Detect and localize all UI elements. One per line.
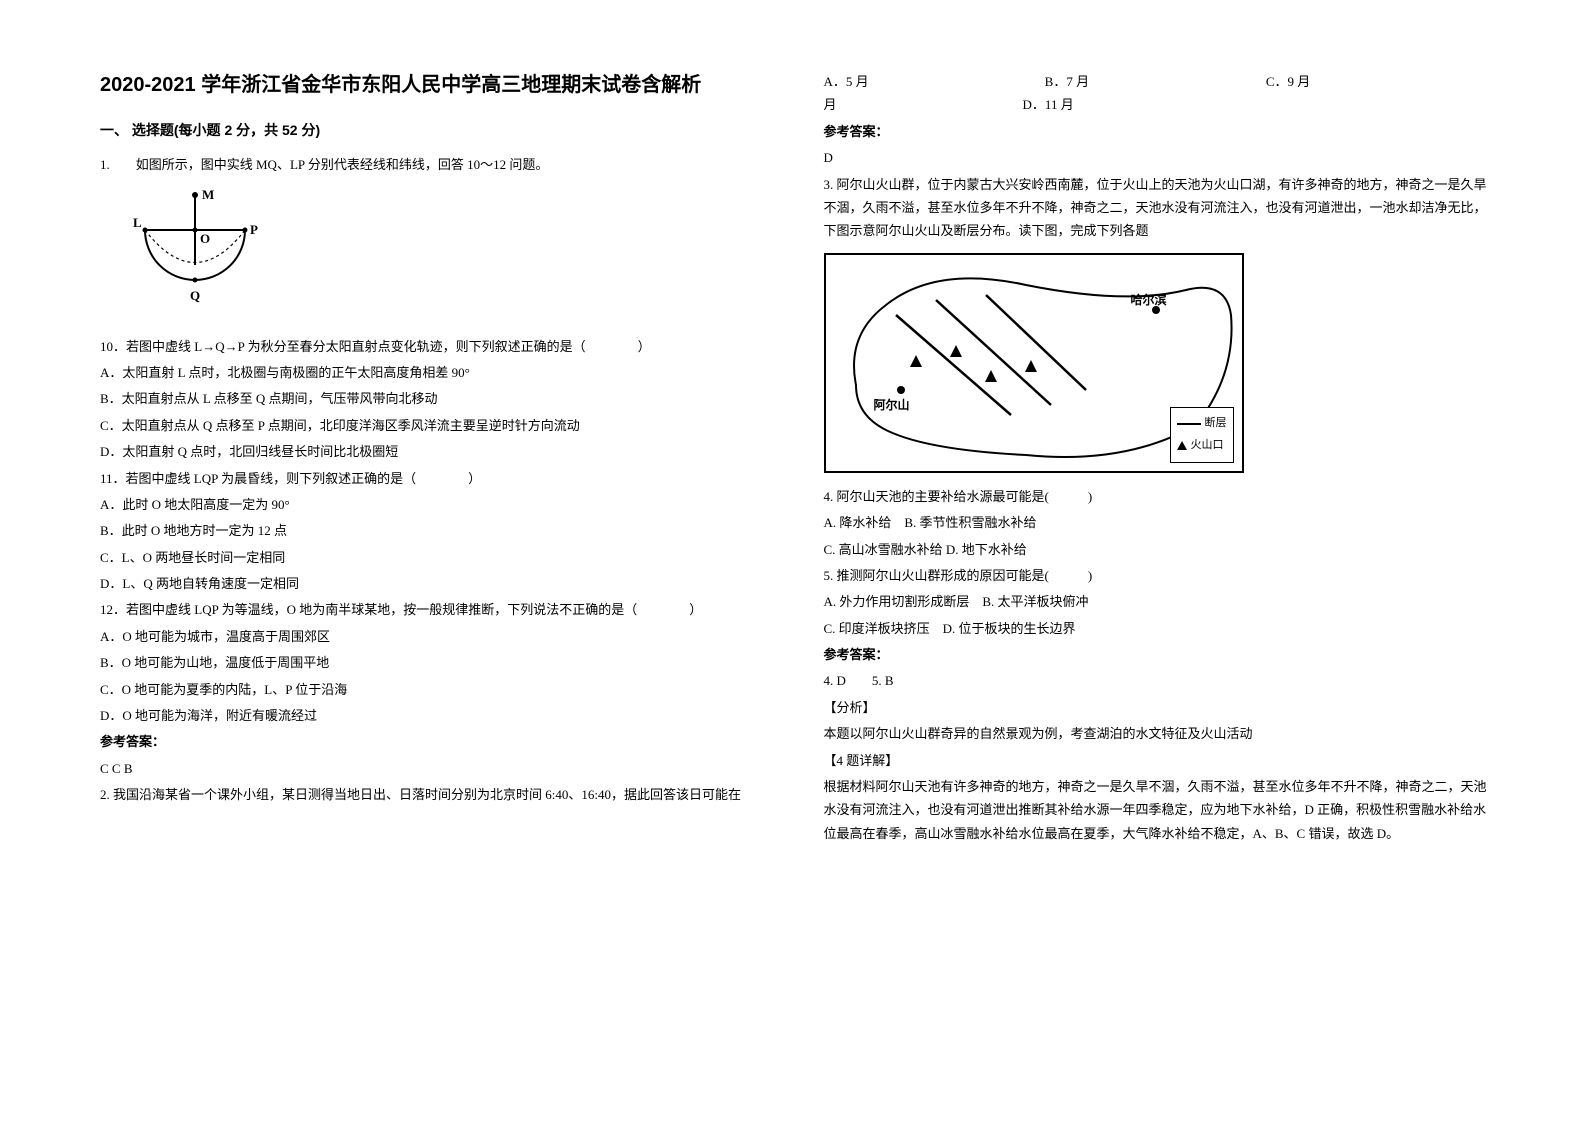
q1-12-A: A．O 地可能为城市，温度高于周围郊区 [100, 625, 764, 648]
q3-analysis: 本题以阿尔山火山群奇异的自然景观为例，考查湖泊的水文特征及火山活动 [824, 722, 1488, 745]
svg-text:O: O [200, 231, 210, 246]
q2-ans-label: 参考答案： [824, 120, 1488, 143]
q3-5-AB: A. 外力作用切割形成断层 B. 太平洋板块俯冲 [824, 590, 1488, 613]
svg-text:L: L [133, 215, 142, 230]
legend-crater: 火山口 [1191, 436, 1224, 456]
q3-map: 哈尔滨 阿尔山 断层 火山口 [824, 253, 1244, 473]
legend-line-icon [1177, 423, 1201, 425]
q2-C: C．9 月 [1266, 70, 1487, 93]
q2-opts-row1: A．5 月 B．7 月 C．9 月 [824, 70, 1488, 93]
q2-D: D．11 月 [1023, 93, 1487, 116]
q3-stem: 阿尔山火山群，位于内蒙古大兴安岭西南麓，位于火山上的天池为火山口湖，有许多神奇的… [824, 177, 1487, 239]
q1-ans-label: 参考答案： [100, 730, 764, 753]
q2-opts-row2: 月 D．11 月 [824, 93, 1488, 116]
q2-C-tail: 月 [824, 93, 1023, 116]
map-label-haerbin: 哈尔滨 [1131, 290, 1167, 312]
q1-11-C: C．L、O 两地昼长时间一定相同 [100, 546, 764, 569]
q3-ans: 4. D 5. B [824, 669, 1488, 692]
q2-B: B．7 月 [1045, 70, 1266, 93]
q1-10-B: B．太阳直射点从 L 点移至 Q 点期间，气压带风带向北移动 [100, 387, 764, 410]
q3-ans-label: 参考答案： [824, 643, 1488, 666]
q1-11-stem: 11．若图中虚线 LQP 为晨昏线，则下列叙述正确的是（ ） [100, 467, 764, 490]
q1-11-A: A．此时 O 地太阳高度一定为 90° [100, 493, 764, 516]
left-column: 2020-2021 学年浙江省金华市东阳人民中学高三地理期末试卷含解析 一、 选… [100, 70, 764, 1082]
svg-text:Q: Q [190, 288, 200, 303]
q1-10-A: A．太阳直射 L 点时，北极圈与南极圈的正午太阳高度角相差 90° [100, 361, 764, 384]
q1-diagram: M L O P Q [130, 185, 260, 325]
q3-5-CD: C. 印度洋板块挤压 D. 位于板块的生长边界 [824, 617, 1488, 640]
map-label-aershan: 阿尔山 [874, 395, 910, 417]
q1-12-C: C．O 地可能为夏季的内陆，L、P 位于沿海 [100, 678, 764, 701]
legend-fault: 断层 [1205, 414, 1227, 434]
svg-text:P: P [250, 222, 258, 237]
q3-analysis-label: 【分析】 [824, 696, 1488, 719]
q3-num: 3. [824, 177, 834, 192]
q3-4-detail: 根据材料阿尔山天池有许多神奇的地方，神奇之一是久旱不涸，久雨不溢，甚至水位多年不… [824, 775, 1488, 845]
q1-stem: 1. 如图所示，图中实线 MQ、LP 分别代表经线和纬线，回答 10～12 问题… [100, 153, 764, 176]
exam-title: 2020-2021 学年浙江省金华市东阳人民中学高三地理期末试卷含解析 [100, 70, 764, 100]
q1-11-B: B．此时 O 地地方时一定为 12 点 [100, 519, 764, 542]
q3-4-AB: A. 降水补给 B. 季节性积雪融水补给 [824, 511, 1488, 534]
q1-12-D: D．O 地可能为海洋，附近有暖流经过 [100, 704, 764, 727]
q2-stem: 我国沿海某省一个课外小组，某日测得当地日出、日落时间分别为北京时间 6:40、1… [113, 787, 741, 802]
q1-10-D: D．太阳直射 Q 点时，北回归线昼长时间比北极圈短 [100, 440, 764, 463]
right-column: A．5 月 B．7 月 C．9 月 月 D．11 月 参考答案： D 3. 阿尔… [824, 70, 1488, 1082]
q3: 3. 阿尔山火山群，位于内蒙古大兴安岭西南麓，位于火山上的天池为火山口湖，有许多… [824, 173, 1488, 243]
q1-text: 如图所示，图中实线 MQ、LP 分别代表经线和纬线，回答 10～12 问题。 [136, 157, 549, 172]
q2-num: 2. [100, 787, 110, 802]
q2-ans: D [824, 146, 1488, 169]
q1-10-stem: 10．若图中虚线 L→Q→P 为秋分至春分太阳直射点变化轨迹，则下列叙述正确的是… [100, 335, 764, 358]
q1-11-D: D．L、Q 两地自转角速度一定相同 [100, 572, 764, 595]
legend-triangle-icon [1177, 441, 1187, 450]
q2: 2. 我国沿海某省一个课外小组，某日测得当地日出、日落时间分别为北京时间 6:4… [100, 783, 764, 806]
q1-12-B: B．O 地可能为山地，温度低于周围平地 [100, 651, 764, 674]
svg-text:M: M [202, 187, 214, 202]
section-1-title: 一、 选择题(每小题 2 分，共 52 分) [100, 118, 764, 143]
q2-A: A．5 月 [824, 70, 1045, 93]
q3-5-stem: 5. 推测阿尔山火山群形成的原因可能是( ) [824, 564, 1488, 587]
q1-ans: C C B [100, 757, 764, 780]
q3-4-stem: 4. 阿尔山天池的主要补给水源最可能是( ) [824, 485, 1488, 508]
q1-num: 1. [100, 157, 110, 172]
q1-10-C: C．太阳直射点从 Q 点移至 P 点期间，北印度洋海区季风洋流主要呈逆时针方向流… [100, 414, 764, 437]
q3-4-CD: C. 高山冰雪融水补给 D. 地下水补给 [824, 538, 1488, 561]
map-legend: 断层 火山口 [1170, 407, 1234, 463]
q3-4-detail-label: 【4 题详解】 [824, 749, 1488, 772]
q1-12-stem: 12．若图中虚线 LQP 为等温线，O 地为南半球某地，按一般规律推断，下列说法… [100, 598, 764, 621]
